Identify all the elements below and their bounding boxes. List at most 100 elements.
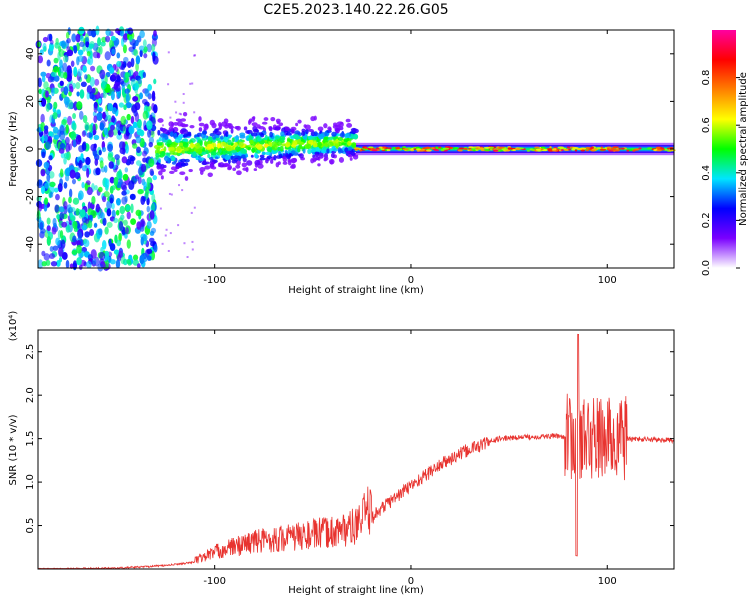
spectrogram-cell xyxy=(197,155,201,159)
spectrogram-cell xyxy=(186,256,189,259)
spectrogram-cell xyxy=(585,146,591,149)
spectrogram-cell xyxy=(43,203,48,212)
spectrogram-cell xyxy=(159,207,162,210)
spectrogram-cell xyxy=(73,66,78,77)
spectrogram-cell xyxy=(59,142,66,149)
colorbar-label: Normalized spectral amplitude xyxy=(738,72,749,226)
spectrogram-cell xyxy=(135,62,139,72)
spectrogram-cell xyxy=(246,160,253,166)
spectrogram-cell xyxy=(151,193,156,203)
spectrogram-cell xyxy=(126,211,131,220)
spectrogram-cell xyxy=(129,193,136,200)
spectrogram-cell xyxy=(349,157,353,161)
spectrogram-cell xyxy=(224,154,231,161)
spectrogram-cell xyxy=(101,146,107,153)
spectrogram-cell xyxy=(285,141,291,148)
spectrogram-cell xyxy=(76,56,80,66)
spectrogram-cell xyxy=(115,197,121,206)
spectrogram-cell xyxy=(192,151,197,158)
spectrogram-cell xyxy=(79,209,86,218)
spectrogram-cell xyxy=(65,174,70,182)
spectrogram-cell xyxy=(117,91,121,99)
colorbar-gradient xyxy=(712,30,736,268)
spectrogram-cell xyxy=(53,187,59,193)
spectrogram-cell xyxy=(64,152,70,159)
spectrogram-cell xyxy=(312,157,317,163)
spectrogram-cell xyxy=(139,49,143,58)
spectrogram-cell xyxy=(110,91,115,101)
snr-y-multiplier: (x10⁴) xyxy=(8,311,19,342)
spectrogram-cell xyxy=(302,148,306,154)
spectrogram-cell xyxy=(121,190,127,196)
spectrogram-cell xyxy=(140,195,146,206)
spectrogram-cell xyxy=(156,146,161,151)
spectrogram-cell xyxy=(270,159,274,164)
spectrogram-cell xyxy=(266,146,272,152)
spectrogram-cell xyxy=(315,147,320,152)
spectrogram-cell xyxy=(186,133,192,137)
spectrogram-cell xyxy=(96,107,104,113)
spectrogram-cell xyxy=(292,157,298,163)
spectrogram-cell xyxy=(113,176,119,187)
spectrogram-cell xyxy=(346,123,353,128)
spectrogram-cell xyxy=(191,82,194,85)
spectrogram-cell xyxy=(98,45,103,55)
spectrogram-cell xyxy=(107,153,113,162)
spectrogram-cell xyxy=(53,66,60,73)
spectrogram-cell xyxy=(245,130,250,134)
spectrogram-cell xyxy=(233,155,240,159)
spectrogram-cell xyxy=(45,90,49,98)
snr-frame xyxy=(37,329,675,570)
spectrogram-cell xyxy=(41,151,46,159)
spectrogram-cell xyxy=(236,170,242,176)
spectrogram-cell xyxy=(60,152,65,159)
spectrogram-cell xyxy=(182,93,185,96)
spectrogram-cell xyxy=(49,181,56,188)
snr-y-tick-label: 1.0 xyxy=(25,474,36,490)
spectrogram-cell xyxy=(327,141,334,147)
spectrogram-cell xyxy=(58,246,64,257)
spectrogram-cell xyxy=(247,146,251,151)
spectrogram-cell xyxy=(189,82,192,85)
spectrogram-cell xyxy=(76,244,82,254)
spectrogram-cell xyxy=(540,146,546,149)
colorbar-tick-label: 0.6 xyxy=(701,117,712,133)
spectrogram-cell xyxy=(380,148,385,151)
spectrogram-cell xyxy=(328,136,334,140)
spectrogram-cell xyxy=(218,162,225,168)
spectrogram-cell xyxy=(130,115,135,124)
snr-x-ticks: -100 0 100 xyxy=(203,330,617,587)
spectrogram-cell xyxy=(97,37,102,47)
spectrogram-cell xyxy=(66,37,71,44)
spectrogram-cell xyxy=(48,33,53,42)
spectrogram-cell xyxy=(80,81,87,88)
spectrogram-cell xyxy=(69,206,76,213)
spectrogram-cell xyxy=(135,209,142,217)
spectrogram-cell xyxy=(111,115,116,123)
spectrogram-cell xyxy=(295,122,299,127)
spectrogram-cell xyxy=(287,138,293,142)
spectrogram-cell xyxy=(122,44,127,54)
spectrogram-cell xyxy=(203,161,211,165)
spectrogram-cell xyxy=(52,245,59,251)
spectrogram-cell xyxy=(118,168,122,178)
spectrogram-cell xyxy=(174,138,181,143)
spectrogram-cell xyxy=(145,186,150,196)
spectrogram-cell xyxy=(127,27,134,35)
spectrogram-cell xyxy=(48,253,56,260)
spectrogram-cell xyxy=(264,134,268,141)
spectrogram-panel: -100 0 100 -40 -20 0 20 40 Height of straight … xyxy=(8,25,676,296)
spectrogram-cell xyxy=(125,101,132,109)
spectrogram-cell xyxy=(515,148,521,151)
spectrogram-cell xyxy=(78,145,85,153)
spectrogram-cell xyxy=(225,131,229,138)
spectrogram-cell xyxy=(135,160,142,166)
spectrogram-cell xyxy=(367,146,374,149)
spectrogram-cell xyxy=(125,93,130,104)
spectrogram-cell xyxy=(128,35,133,43)
spectrogram-cell xyxy=(318,133,325,140)
spectrogram-cell xyxy=(86,92,91,100)
spectrogram-cell xyxy=(150,241,156,247)
spectrogram-cell xyxy=(199,166,206,172)
spectrogram-cell xyxy=(71,178,77,185)
